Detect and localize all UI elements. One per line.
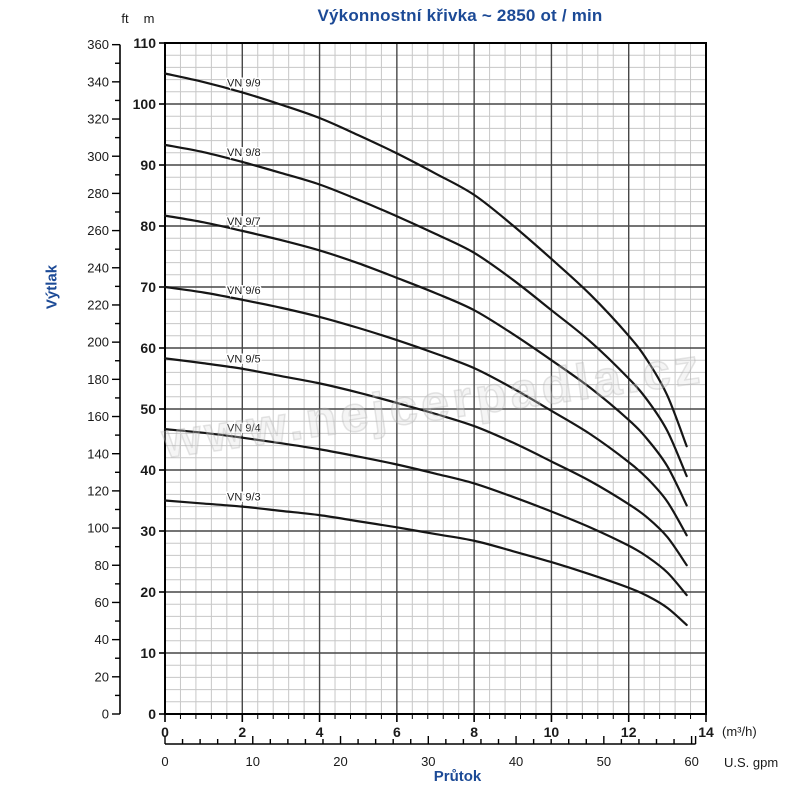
svg-text:0: 0 [148,706,156,722]
svg-text:200: 200 [87,335,109,350]
svg-text:0: 0 [161,754,168,769]
m3h-unit-label: (m³/h) [722,724,757,739]
svg-text:30: 30 [421,754,435,769]
svg-text:60: 60 [684,754,698,769]
svg-text:240: 240 [87,260,109,275]
svg-text:110: 110 [133,35,156,51]
svg-text:0: 0 [102,707,109,722]
grid-minor [165,43,706,714]
m-unit-header: m [143,11,155,26]
svg-text:70: 70 [140,279,156,295]
pump-curve-vn-9-8 [163,143,688,478]
svg-text:50: 50 [140,401,156,417]
svg-text:80: 80 [140,218,156,234]
y-axis-ft-ruler: 0 20 40 60 80 100 120 140 160 180 200 220 240 260 280 3… [87,37,121,722]
x-axis-m3h-ticks: 0 2 4 6 8 10 12 14 [161,714,714,740]
svg-text:140: 140 [87,446,109,461]
gpm-unit-label: U.S. gpm [724,755,779,770]
curve-label-vn-9-8: VN 9/8 [227,147,261,159]
pump-curve-vn-9-4 [163,428,688,597]
svg-text:14: 14 [698,724,714,740]
svg-text:20: 20 [95,669,109,684]
svg-text:10: 10 [246,754,260,769]
pump-curve-vn-9-6 [163,285,688,537]
svg-text:60: 60 [140,340,156,356]
svg-text:6: 6 [393,724,401,740]
svg-text:40: 40 [140,462,156,478]
svg-text:340: 340 [87,74,109,89]
svg-text:50: 50 [597,754,611,769]
svg-text:8: 8 [470,724,478,740]
ft-unit-header: ft [121,11,129,26]
svg-text:80: 80 [95,558,109,573]
svg-text:10: 10 [140,645,156,661]
svg-text:100: 100 [133,96,157,112]
y-axis-title: Výtlak [43,264,61,310]
svg-text:360: 360 [87,37,109,52]
curve-label-vn-9-7: VN 9/7 [227,216,261,228]
svg-text:4: 4 [316,724,324,740]
x-axis-gpm-ruler: 0 10 20 30 40 50 60 [161,736,699,769]
svg-text:180: 180 [87,372,109,387]
svg-text:30: 30 [140,523,156,539]
pump-curve-vn-9-7 [163,214,688,507]
svg-text:60: 60 [95,595,109,610]
svg-text:20: 20 [140,584,156,600]
curve-label-vn-9-4: VN 9/4 [227,423,261,435]
svg-text:90: 90 [140,157,156,173]
svg-text:260: 260 [87,223,109,238]
y-axis-m-ticks: 0 10 20 30 40 50 60 70 80 90 100 110 [133,35,165,722]
svg-text:12: 12 [621,724,637,740]
chart-title: Výkonnostní křivka ~ 2850 ot / min [317,6,603,25]
curve-label-vn-9-9: VN 9/9 [227,77,261,89]
svg-text:40: 40 [509,754,523,769]
svg-text:160: 160 [87,409,109,424]
svg-text:120: 120 [87,483,109,498]
curve-label-vn-9-3: VN 9/3 [227,492,261,504]
pump-curves [163,72,688,627]
svg-text:220: 220 [87,298,109,313]
pump-curve-vn-9-9 [163,72,688,448]
svg-text:300: 300 [87,149,109,164]
svg-text:10: 10 [544,724,560,740]
pump-curve-vn-9-5 [163,357,688,567]
plot-border [164,42,707,715]
pump-curve-vn-9-3 [163,499,688,627]
x-axis-title: Průtok [433,768,482,785]
curve-label-vn-9-6: VN 9/6 [227,285,261,297]
svg-text:280: 280 [87,186,109,201]
svg-text:20: 20 [333,754,347,769]
svg-text:40: 40 [95,632,109,647]
svg-text:320: 320 [87,112,109,127]
svg-text:0: 0 [161,724,169,740]
curve-labels: VN 9/9 VN 9/8 VN 9/7 VN 9/6 VN 9/5 VN 9/4 VN 9… [226,76,263,505]
svg-text:100: 100 [87,521,109,536]
grid-major [165,43,706,714]
curve-label-vn-9-5: VN 9/5 [227,354,261,366]
svg-text:2: 2 [238,724,246,740]
